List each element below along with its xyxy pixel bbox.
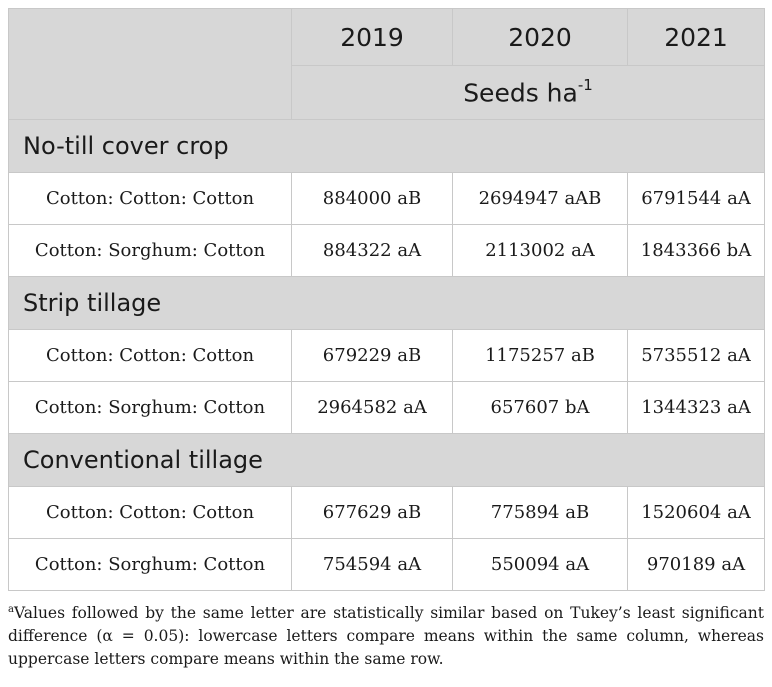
value-cell: 884322 aA — [291, 224, 453, 277]
value-cell: 884000 aB — [291, 172, 453, 225]
value-cell: 550094 aA — [452, 538, 628, 591]
value-cell: 2113002 aA — [452, 224, 628, 277]
value-cell: 1344323 aA — [627, 381, 765, 434]
year-header-2020: 2020 — [452, 8, 628, 66]
value-cell: 1520604 aA — [627, 486, 765, 539]
table-row: Cotton: Cotton: Cotton 679229 aB 1175257… — [8, 329, 765, 382]
rotation-label: Cotton: Sorghum: Cotton — [8, 224, 292, 277]
value-cell: 657607 bA — [452, 381, 628, 434]
rotation-label: Cotton: Cotton: Cotton — [8, 329, 292, 382]
unit-exponent: -1 — [577, 75, 593, 94]
table-row: Cotton: Cotton: Cotton 884000 aB 2694947… — [8, 172, 765, 225]
year-header-2021: 2021 — [627, 8, 765, 66]
table-row: Cotton: Sorghum: Cotton 754594 aA 550094… — [8, 538, 765, 591]
table-footnote: aValues followed by the same letter are … — [8, 598, 764, 671]
unit-text: Seeds ha — [463, 78, 578, 108]
value-cell: 679229 aB — [291, 329, 453, 382]
footnote-marker: a — [8, 604, 14, 615]
value-cell: 775894 aB — [452, 486, 628, 539]
value-cell: 5735512 aA — [627, 329, 765, 382]
header-corner-cell — [8, 8, 292, 120]
year-header-2019: 2019 — [291, 8, 453, 66]
value-cell: 970189 aA — [627, 538, 765, 591]
table-row: Cotton: Sorghum: Cotton 884322 aA 211300… — [8, 224, 765, 277]
rotation-label: Cotton: Sorghum: Cotton — [8, 538, 292, 591]
value-cell: 677629 aB — [291, 486, 453, 539]
value-cell: 1175257 aB — [452, 329, 628, 382]
footnote-text: Values followed by the same letter are s… — [8, 604, 764, 669]
value-cell: 1843366 bA — [627, 224, 765, 277]
unit-header: Seeds ha-1 — [291, 65, 765, 120]
group-header-conventional-tillage: Conventional tillage — [8, 433, 765, 487]
rotation-label: Cotton: Cotton: Cotton — [8, 486, 292, 539]
value-cell: 2964582 aA — [291, 381, 453, 434]
table-row: Cotton: Sorghum: Cotton 2964582 aA 65760… — [8, 381, 765, 434]
value-cell: 754594 aA — [291, 538, 453, 591]
group-header-strip-tillage: Strip tillage — [8, 276, 765, 330]
rotation-label: Cotton: Cotton: Cotton — [8, 172, 292, 225]
rotation-label: Cotton: Sorghum: Cotton — [8, 381, 292, 434]
value-cell: 2694947 aAB — [452, 172, 628, 225]
table-row: Cotton: Cotton: Cotton 677629 aB 775894 … — [8, 486, 765, 539]
group-header-no-till: No-till cover crop — [8, 119, 765, 173]
results-table: 2019 2020 2021 Seeds ha-1 No-till cover … — [8, 8, 765, 591]
value-cell: 6791544 aA — [627, 172, 765, 225]
